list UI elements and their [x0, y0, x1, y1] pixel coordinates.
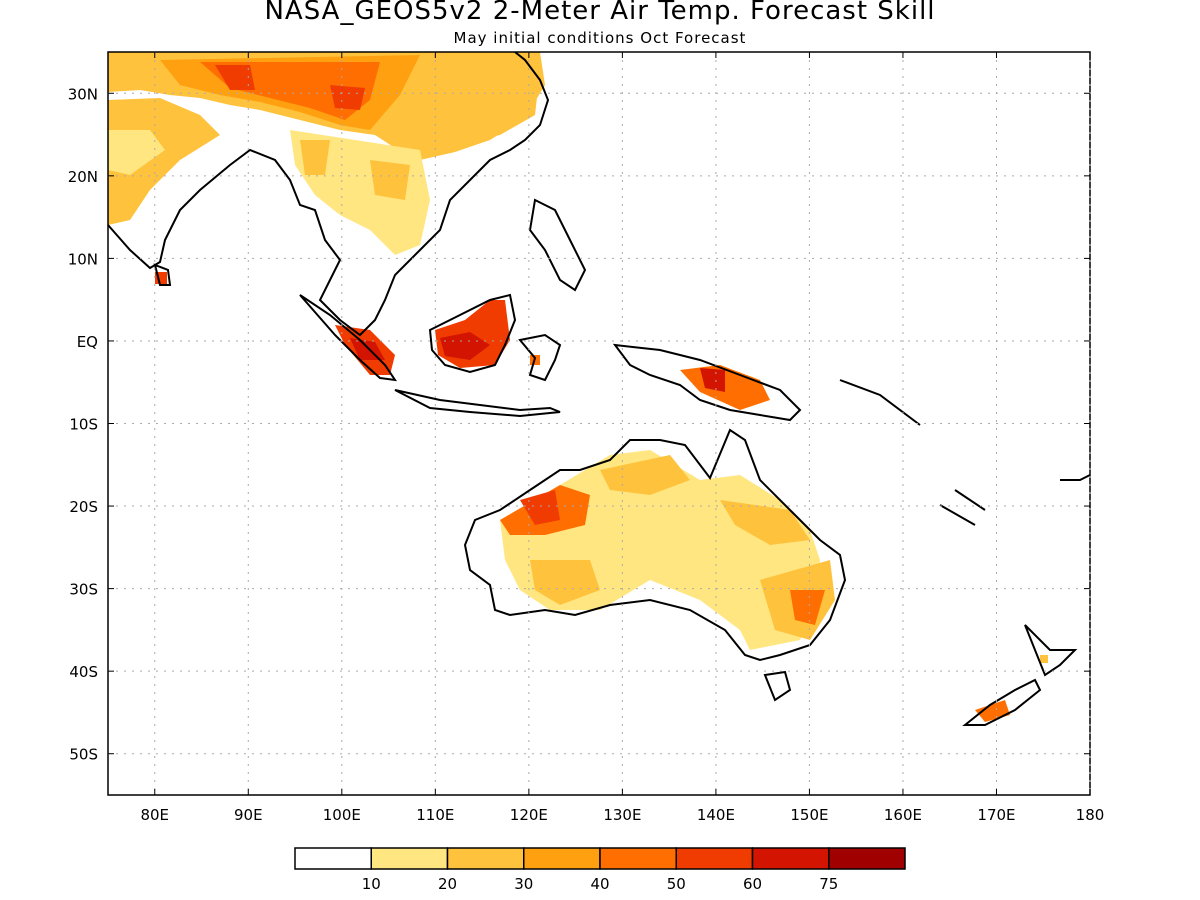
lon-label: 90E: [234, 806, 263, 824]
map-subtitle: May initial conditions Oct Forecast: [453, 29, 747, 47]
colorbar-swatch: [523, 847, 601, 870]
colorbar-swatch: [599, 847, 677, 870]
grid-lines: [108, 52, 1091, 795]
lat-label: 40S: [69, 663, 98, 681]
map-title: NASA_GEOS5v2 2-Meter Air Temp. Forecast …: [264, 0, 936, 26]
lon-label: 120E: [510, 806, 548, 824]
map-frame: [107, 51, 1091, 796]
colorbar-swatch: [294, 847, 372, 870]
lat-label: 20S: [69, 498, 98, 516]
colorbar-swatch: [828, 847, 906, 870]
lon-label: 130E: [603, 806, 641, 824]
lon-label: 180: [1076, 806, 1105, 824]
colorbar-swatch: [751, 847, 830, 870]
colorbar-tick-label: 50: [667, 875, 686, 893]
lon-label: 170E: [977, 806, 1015, 824]
colorbar-tick-label: 20: [438, 875, 457, 893]
colorbar-tick-label: 60: [743, 875, 762, 893]
longitude-labels: 80E 90E 100E 110E 120E 130E 140E 150E 160E 170E 18…: [140, 806, 1104, 824]
colorbar-tick-label: 30: [514, 875, 533, 893]
lat-label: EQ: [77, 333, 98, 351]
lon-label: 150E: [790, 806, 828, 824]
axis-ticks: [108, 52, 1091, 795]
latitude-labels: 30N 20N 10N EQ 10S 20S 30S 40S 50S: [68, 85, 98, 763]
lon-label: 110E: [416, 806, 454, 824]
colorbar-swatch: [675, 847, 754, 870]
coastlines: [107, 51, 1091, 726]
lat-label: 10N: [68, 250, 98, 268]
lat-label: 30S: [69, 581, 98, 599]
colorbar-swatch: [370, 847, 449, 870]
lat-label: 30N: [68, 85, 98, 103]
colorbar: 10 20 30 40 50 60 75: [294, 847, 906, 893]
skill-shading: [108, 52, 1048, 722]
lon-label: 80E: [140, 806, 169, 824]
lat-label: 50S: [69, 746, 98, 764]
lat-label: 10S: [69, 416, 98, 434]
lon-label: 140E: [697, 806, 735, 824]
colorbar-tick-label: 40: [590, 875, 609, 893]
colorbar-tick-label: 10: [362, 875, 381, 893]
colorbar-swatch: [446, 847, 525, 870]
lon-label: 100E: [323, 806, 361, 824]
colorbar-tick-label: 75: [819, 875, 838, 893]
lat-label: 20N: [68, 168, 98, 186]
lon-label: 160E: [884, 806, 922, 824]
